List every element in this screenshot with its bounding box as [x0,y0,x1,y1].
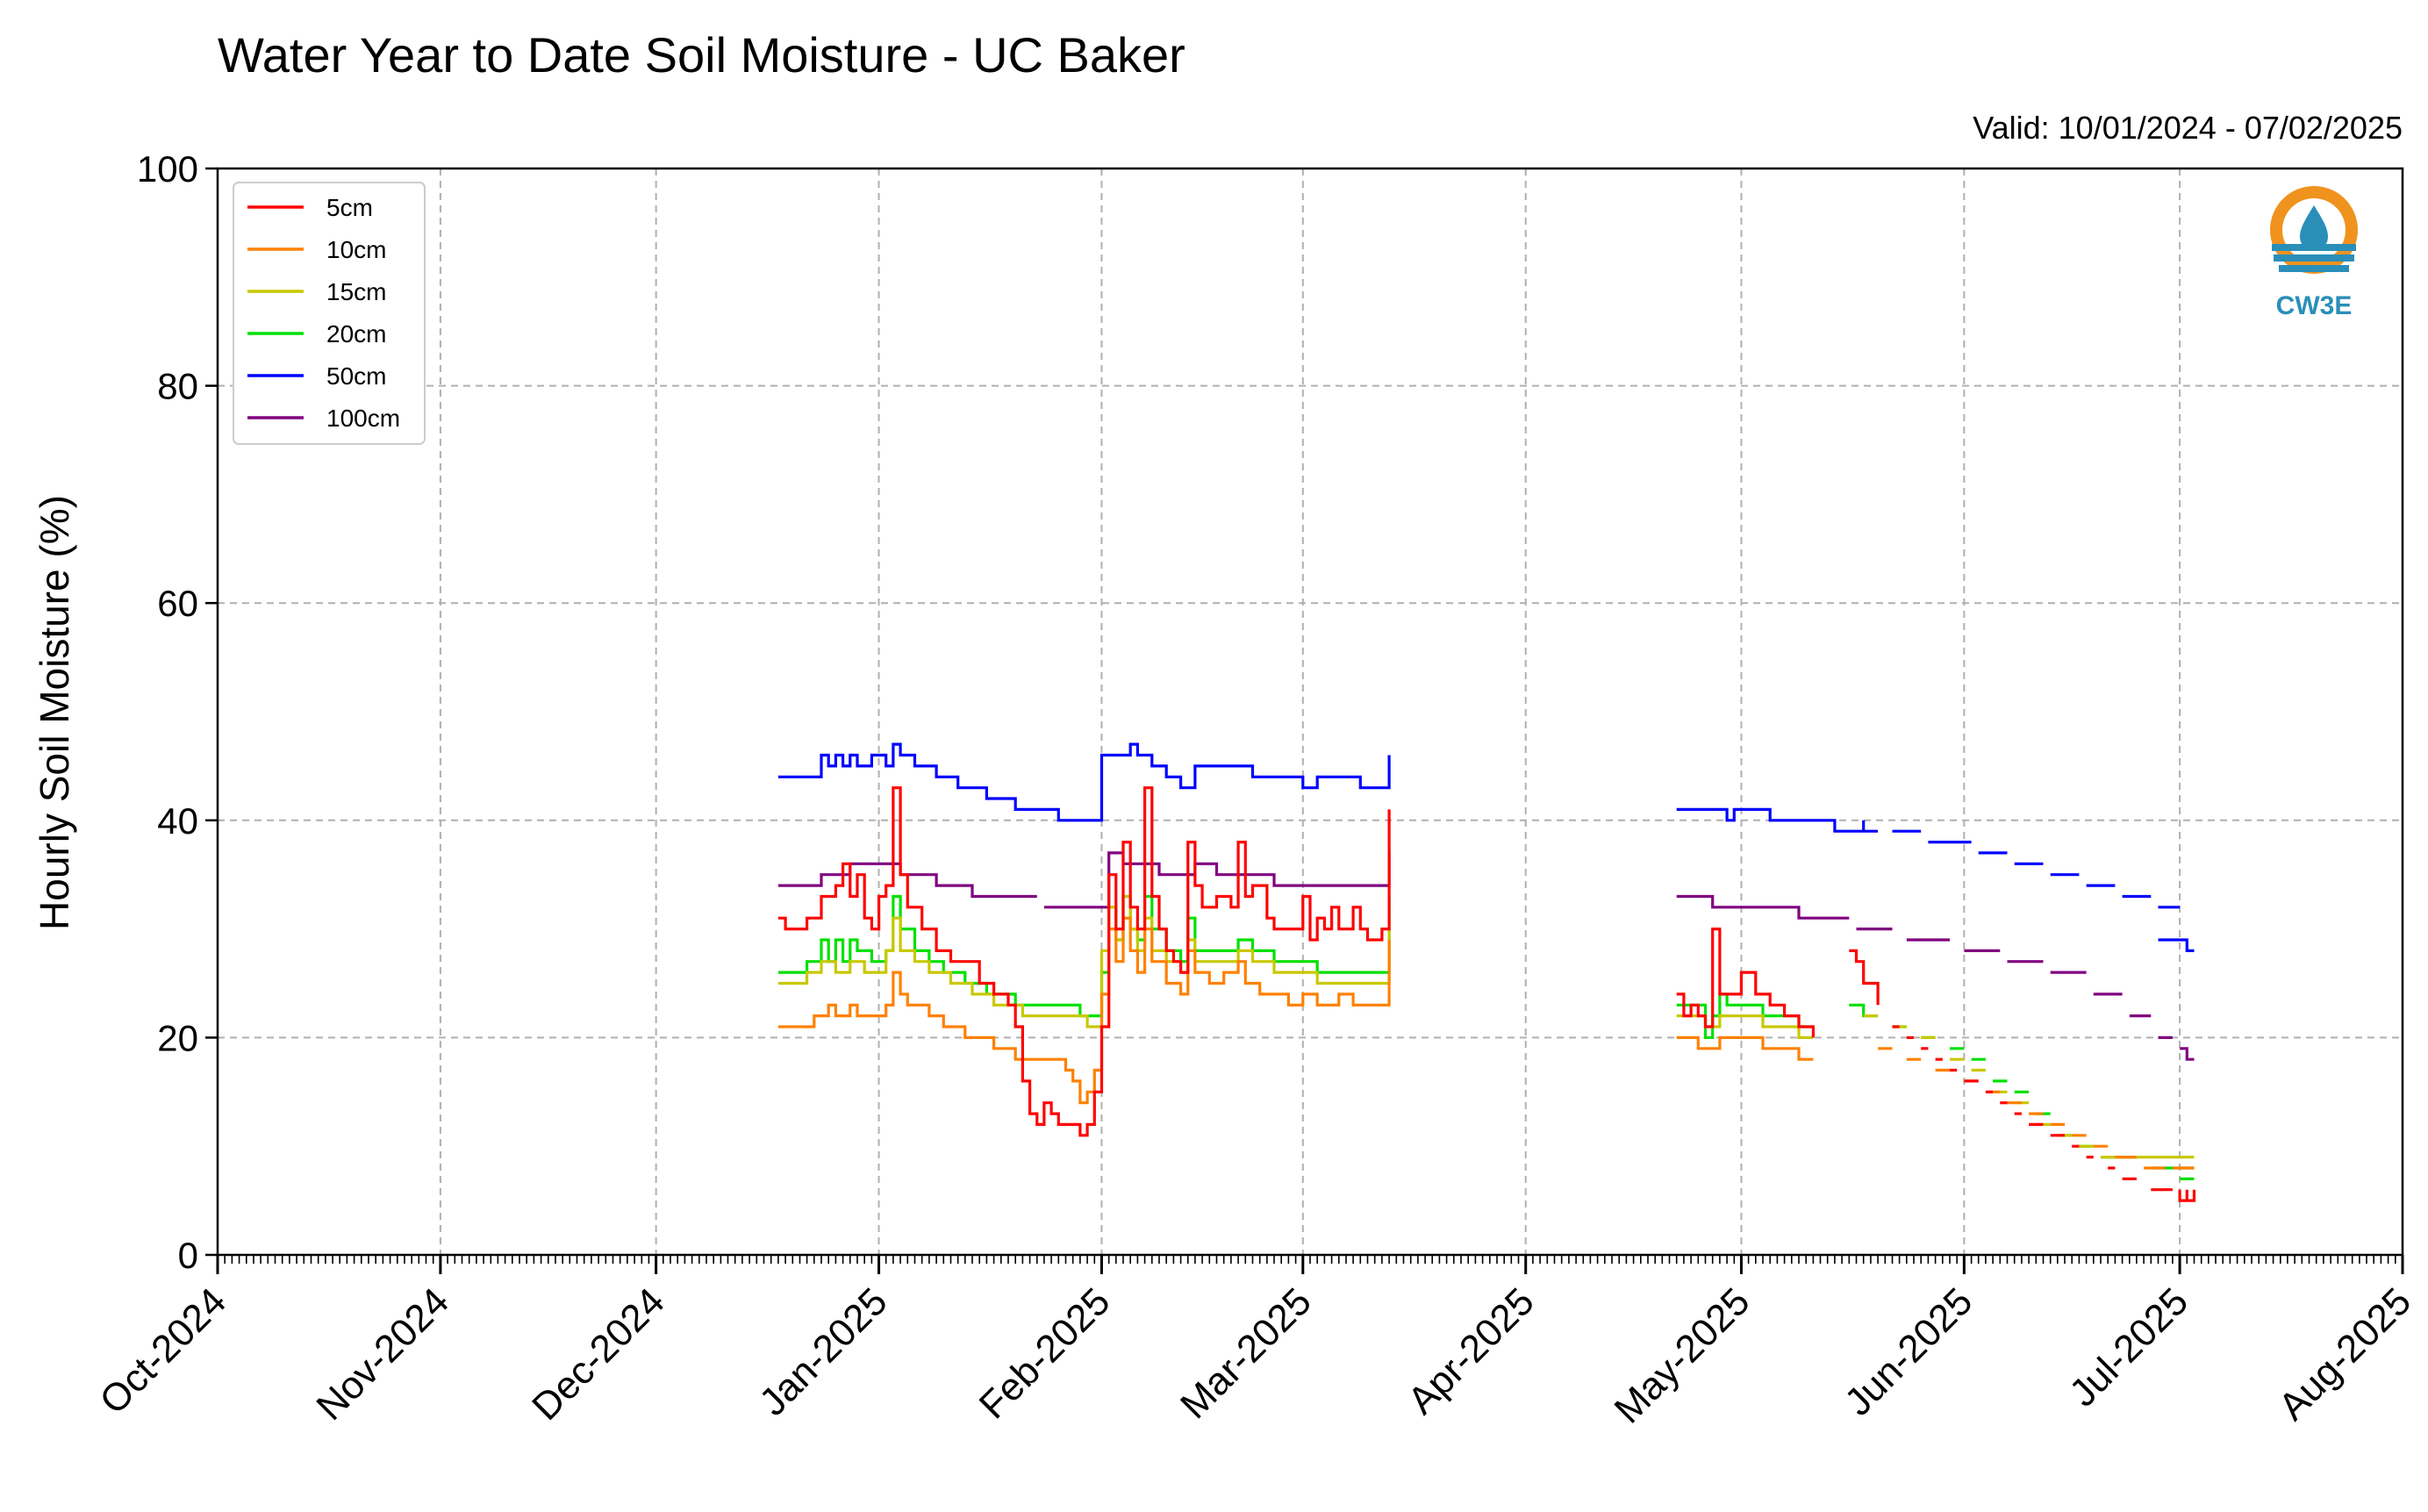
x-tick-label: Mar-2025 [1172,1279,1320,1427]
minor-tick-marks [217,1255,2403,1264]
series-line [1676,894,1850,920]
series-line [1676,807,1879,833]
x-tick-label: Feb-2025 [971,1279,1119,1427]
series-line [1043,851,1391,909]
y-tick-label: 40 [157,800,198,842]
x-tick-label: Aug-2025 [2270,1279,2419,1429]
x-tick-label: Jan-2025 [751,1279,895,1423]
water-drop-icon [2300,205,2328,251]
y-tick-label: 0 [178,1235,198,1276]
legend-label: 15cm [326,278,386,305]
x-axis: Oct-2024 Nov-2024 Dec-2024 Jan-2025 Feb-2025… [91,1255,2419,1431]
series-line [2180,1047,2195,1061]
series-100cm [777,851,2195,1061]
legend-label: 100cm [326,405,400,432]
legend-label: 20cm [326,320,386,348]
y-axis-label: Hourly Soil Moisture (%) [32,495,77,930]
y-tick-label: 20 [157,1017,198,1058]
series-5cm [777,786,2196,1202]
plot-frame [216,167,2404,1257]
y-axis: 0 20 40 60 80 100 [137,148,218,1276]
series-15cm [777,894,2195,1159]
series-line [1676,1035,1814,1061]
legend: 5cm 10cm 15cm 20cm 50cm 100cm [233,182,426,445]
series-line [1849,949,1880,1006]
series-50cm [777,742,2195,952]
x-tick-label: Dec-2024 [524,1279,673,1429]
series-line [1676,1014,1814,1039]
chart-subtitle: Valid: 10/01/2024 - 07/02/2025 [1973,110,2403,146]
x-tick-label: Apr-2025 [1400,1279,1543,1422]
series-10cm [777,916,2195,1170]
cw3e-logo: CW3E [2270,186,2358,320]
series-line [2178,1189,2196,1202]
series-line [2158,938,2195,952]
series-line [777,742,1391,822]
series-layer [777,742,2196,1202]
y-tick-label: 80 [157,366,198,407]
legend-label: 5cm [326,194,373,221]
x-tick-label: Jun-2025 [1837,1279,1980,1423]
logo-waves [2272,244,2356,272]
series-line [1849,1003,1879,1018]
y-tick-label: 100 [137,148,198,190]
logo-text: CW3E [2276,291,2353,320]
x-tick-label: May-2025 [1607,1279,1758,1431]
minor-ticks [217,1255,2403,1264]
chart-title: Water Year to Date Soil Moisture - UC Ba… [218,27,1185,82]
legend-label: 10cm [326,236,386,263]
x-tick-label: Nov-2024 [308,1279,457,1429]
series-line [1676,928,1815,1038]
x-tick-label: Oct-2024 [91,1279,234,1422]
series-line [777,916,1391,1105]
grid-lines [217,168,2403,1256]
y-tick-label: 60 [157,583,198,624]
legend-label: 50cm [326,362,386,390]
series-line [777,786,1391,1137]
x-tick-label: Jul-2025 [2061,1279,2196,1415]
series-line [777,894,1391,1018]
